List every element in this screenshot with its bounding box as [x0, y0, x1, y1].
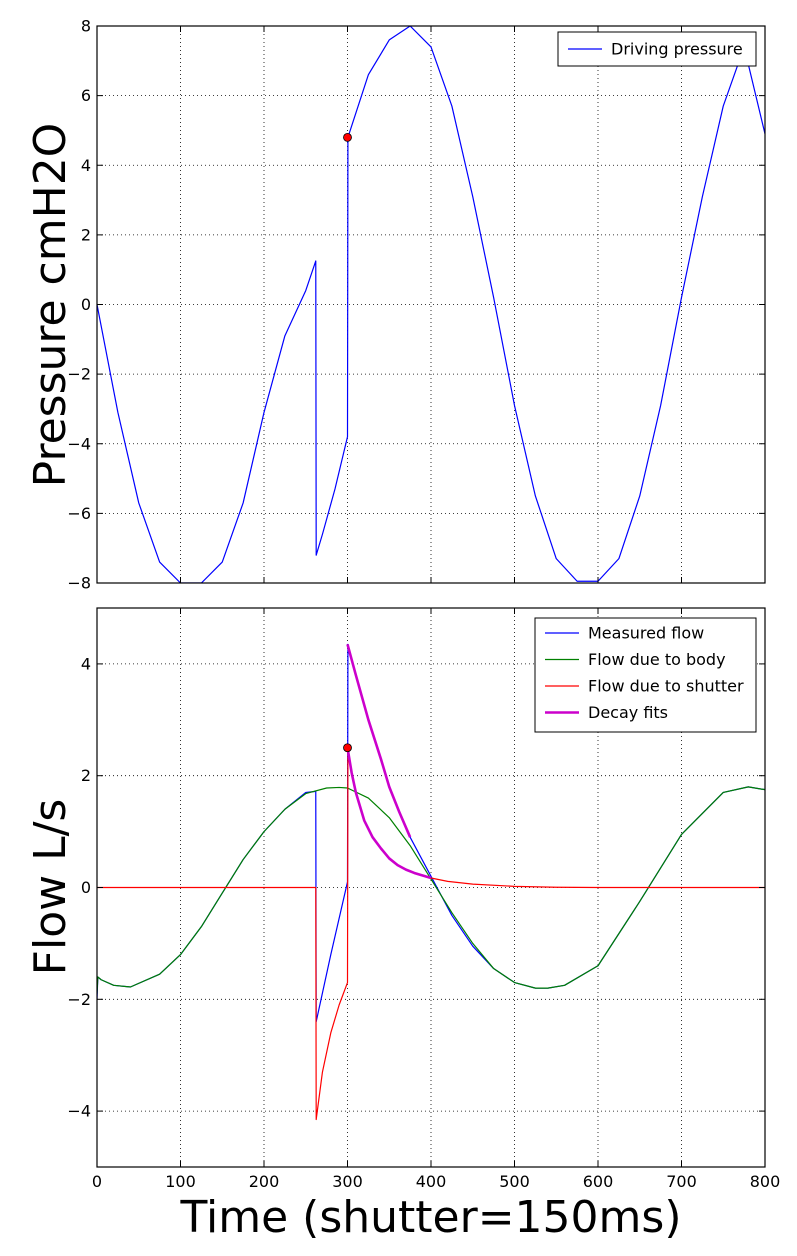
y-tick-label: 8	[81, 17, 91, 36]
x-tick-label: 0	[92, 1172, 102, 1191]
y-tick-label: −2	[67, 990, 91, 1009]
legend-label: Driving pressure	[611, 40, 743, 59]
x-axis-title: Time (shutter=150ms)	[180, 1192, 682, 1243]
legend-label: Measured flow	[588, 624, 704, 643]
y-tick-label: −8	[67, 574, 91, 593]
series-decay-fit-measured	[346, 643, 412, 838]
legend-label: Flow due to shutter	[588, 677, 744, 696]
y-axis-title: Flow L/s	[25, 799, 76, 976]
legend-label: Flow due to body	[588, 650, 726, 669]
y-tick-label: 0	[81, 295, 91, 314]
x-tick-label: 400	[416, 1172, 447, 1191]
pressure-panel: −8 −6 −4 −2 0 2 4 6 8 Pressure cmH2O Driving press…	[25, 17, 766, 593]
legend: Measured flow Flow due to body Flow due to…	[534, 617, 757, 733]
x-tick-label: 600	[583, 1172, 614, 1191]
x-tick-label: 500	[499, 1172, 530, 1191]
marker-point	[343, 743, 352, 753]
series-decay-fits	[346, 747, 432, 880]
y-tick-label: −6	[67, 504, 91, 523]
y-tick-label: −4	[67, 434, 91, 453]
y-tick-label: −2	[67, 365, 91, 384]
x-tick-label: 800	[750, 1172, 781, 1191]
y-tick-label: 0	[81, 878, 91, 897]
x-tick-label: 100	[165, 1172, 196, 1191]
series-flow-due-to-body	[97, 786, 765, 994]
y-tick-label: 2	[81, 766, 91, 785]
legend: Driving pressure	[557, 31, 757, 67]
y-tick-label: −4	[67, 1102, 91, 1121]
y-tick-label: 2	[81, 225, 91, 244]
x-tick-label: 300	[332, 1172, 363, 1191]
legend-label: Decay fits	[588, 703, 668, 722]
marker-point	[343, 132, 352, 142]
y-tick-label: 4	[81, 156, 91, 175]
y-tick-label: 4	[81, 654, 91, 673]
flow-panel: 0 100 200 300 400 500 600 700 800 −4 −2 0 2 4 Flow L/s…	[25, 607, 781, 1243]
y-axis-title: Pressure cmH2O	[25, 123, 76, 488]
y-tick-label: 6	[81, 86, 91, 105]
series-driving-pressure	[97, 26, 765, 583]
x-tick-label: 700	[666, 1172, 697, 1191]
x-tick-label: 200	[249, 1172, 280, 1191]
